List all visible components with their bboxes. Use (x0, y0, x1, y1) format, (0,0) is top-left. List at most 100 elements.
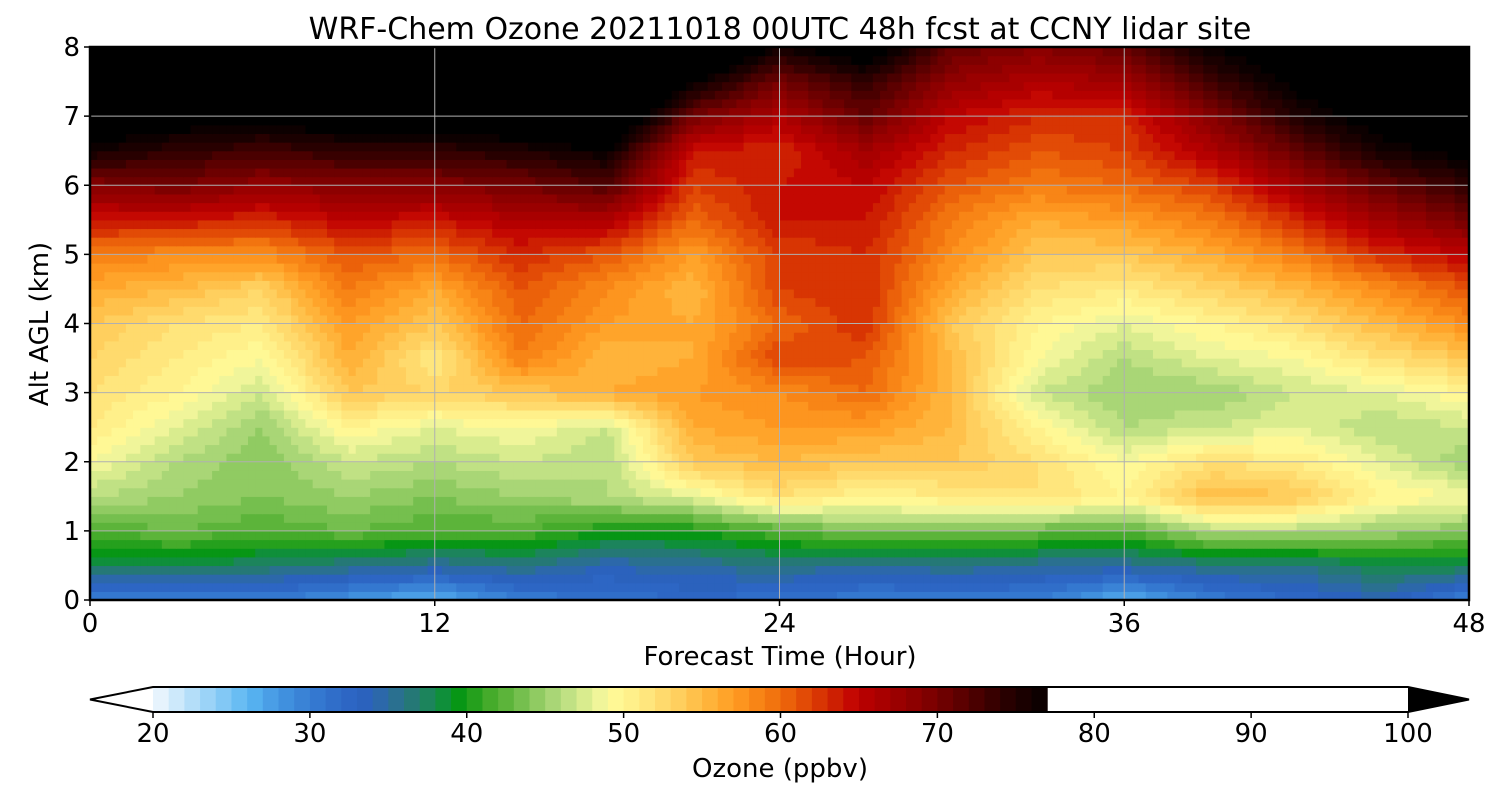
heatmap-cell (578, 383, 587, 394)
heatmap-cell (650, 539, 658, 549)
heatmap-cell (291, 522, 299, 532)
heatmap-cell (966, 453, 975, 463)
heatmap-cell (1081, 418, 1089, 428)
heatmap-cell (1188, 487, 1197, 497)
heatmap-cell (793, 392, 802, 402)
heatmap-cell (1009, 418, 1018, 428)
heatmap-cell (161, 470, 170, 480)
heatmap-cell (1368, 470, 1377, 480)
heatmap-cell (621, 444, 630, 454)
heatmap-cell (291, 565, 299, 575)
heatmap-cell (643, 418, 651, 428)
heatmap-cell (714, 504, 723, 515)
heatmap-cell (477, 383, 486, 394)
heatmap-cell (858, 418, 867, 428)
heatmap-cell (959, 513, 967, 523)
heatmap-cell (398, 375, 407, 385)
heatmap-cell (1246, 565, 1255, 575)
heatmap-cell (262, 383, 271, 394)
heatmap-cell (765, 591, 773, 600)
heatmap-cell (97, 418, 105, 428)
heatmap-cell (355, 513, 364, 523)
heatmap-cell (1174, 401, 1183, 411)
heatmap-cell (678, 513, 687, 523)
heatmap-cell (1109, 496, 1118, 506)
heatmap-cell (528, 453, 536, 463)
heatmap-cell (1117, 530, 1125, 541)
heatmap-cell (420, 409, 429, 420)
heatmap-cell (1231, 513, 1240, 523)
heatmap-cell (240, 548, 249, 558)
heatmap-cell (176, 513, 184, 523)
heatmap-cell (1131, 435, 1140, 446)
heatmap-cell (269, 539, 278, 549)
heatmap-cell (1260, 409, 1269, 420)
heatmap-cell (923, 461, 931, 471)
heatmap-cell (1354, 401, 1362, 411)
heatmap-cell (801, 383, 809, 394)
heatmap-cell (1203, 461, 1212, 471)
heatmap-cell (204, 591, 213, 600)
heatmap-cell (628, 539, 637, 549)
heatmap-cell (1002, 530, 1010, 541)
heatmap-cell (643, 470, 651, 480)
heatmap-cell (951, 591, 960, 600)
heatmap-cell (765, 375, 773, 385)
heatmap-cell (406, 427, 414, 437)
heatmap-cell (671, 496, 680, 506)
heatmap-cell (377, 522, 386, 532)
heatmap-cell (944, 582, 953, 592)
heatmap-cell (1102, 582, 1111, 592)
heatmap-cell (1239, 496, 1247, 506)
heatmap-cell (276, 556, 285, 567)
heatmap-cell (815, 427, 824, 437)
heatmap-cell (1152, 487, 1161, 497)
heatmap-cell (1368, 427, 1377, 437)
heatmap-cell (693, 461, 702, 471)
heatmap-cell (535, 548, 544, 558)
heatmap-cell (1066, 461, 1075, 471)
heatmap-cell (212, 496, 220, 506)
heatmap-cell (1124, 565, 1133, 575)
heatmap-cell (700, 487, 709, 497)
heatmap-cell (693, 479, 702, 489)
heatmap-cell (477, 479, 486, 489)
heatmap-cell (1239, 513, 1247, 523)
heatmap-cell (686, 556, 694, 567)
heatmap-cell (283, 487, 292, 497)
heatmap-cell (1196, 453, 1204, 463)
heatmap-cell (197, 487, 206, 497)
heatmap-cell (650, 401, 658, 411)
heatmap-cell (664, 522, 673, 532)
heatmap-cell (628, 522, 637, 532)
heatmap-cell (872, 513, 881, 523)
heatmap-cell (348, 513, 357, 523)
heatmap-cell (836, 530, 845, 541)
heatmap-cell (1088, 522, 1097, 532)
heatmap-cell (815, 444, 824, 454)
heatmap-cell (233, 470, 242, 480)
heatmap-cell (97, 539, 105, 549)
heatmap-cell (937, 548, 946, 558)
heatmap-cell (1282, 375, 1291, 385)
heatmap-cell (276, 582, 285, 592)
heatmap-cell (133, 530, 141, 541)
heatmap-cell (736, 435, 745, 446)
heatmap-cell (90, 479, 98, 489)
heatmap-cell (786, 418, 795, 428)
heatmap-cell (1425, 409, 1434, 420)
heatmap-cell (212, 504, 220, 515)
heatmap-cell (520, 427, 529, 437)
heatmap-cell (923, 556, 931, 567)
heatmap-cell (176, 418, 184, 428)
heatmap-cell (793, 444, 802, 454)
heatmap-cell (635, 504, 644, 515)
heatmap-cell (1152, 461, 1161, 471)
heatmap-cell (1059, 591, 1068, 600)
heatmap-cell (599, 453, 608, 463)
heatmap-cell (686, 539, 694, 549)
heatmap-cell (1117, 409, 1125, 420)
heatmap-cell (133, 392, 141, 402)
heatmap-cell (643, 383, 651, 394)
heatmap-cell (635, 479, 644, 489)
